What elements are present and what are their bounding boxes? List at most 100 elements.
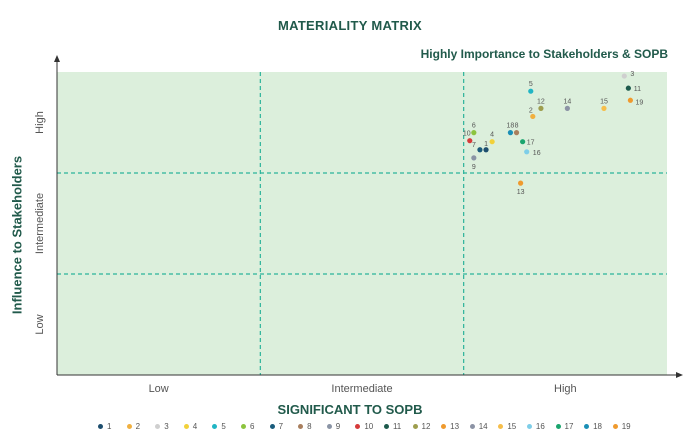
data-label-6: 6 (472, 123, 476, 130)
legend-swatch (155, 424, 161, 429)
data-label-11: 11 (634, 86, 641, 93)
legend-swatch (298, 424, 304, 429)
legend-item-14: 14 (469, 422, 499, 431)
legend-item-16: 16 (526, 422, 556, 431)
legend-label: 10 (364, 422, 374, 431)
legend-swatch (240, 424, 246, 429)
legend-item-9: 9 (326, 422, 356, 431)
legend-swatch (326, 424, 332, 429)
data-point-5 (528, 88, 534, 94)
data-point-14 (564, 105, 570, 111)
data-point-16 (524, 149, 530, 155)
legend-swatch (212, 424, 218, 429)
plot-area (57, 72, 667, 375)
legend-label: 17 (564, 422, 574, 431)
data-label-4: 4 (490, 132, 494, 139)
legend-label: 1 (107, 422, 112, 431)
data-label-1: 1 (484, 141, 488, 148)
x-axis-arrow (676, 372, 683, 378)
legend-label: 19 (621, 422, 631, 431)
data-label-13: 13 (517, 189, 525, 196)
x-axis-label: SIGNIFICANT TO SOPB (277, 402, 423, 417)
legend-item-19: 19 (612, 422, 642, 431)
data-point-18 (507, 130, 514, 136)
legend-label: 3 (164, 422, 169, 431)
data-label-18: 18 (507, 123, 515, 130)
legend-item-7: 7 (269, 422, 299, 431)
legend-item-10: 10 (355, 422, 384, 431)
data-label-10: 10 (463, 131, 471, 138)
data-label-7: 7 (472, 142, 476, 149)
legend-swatch (555, 424, 561, 429)
legend-swatch (383, 424, 389, 429)
data-point-10 (467, 138, 473, 144)
data-point-4 (489, 139, 495, 145)
data-point-2 (530, 113, 536, 120)
data-label-19: 19 (636, 99, 644, 106)
legend-label: 7 (278, 422, 284, 431)
data-point-17 (520, 139, 526, 145)
legend-label: 13 (450, 422, 460, 431)
legend-item-11: 11 (383, 422, 413, 431)
legend-label: 16 (535, 422, 545, 431)
data-point-6 (471, 130, 477, 136)
y-tick-label: Intermediate (34, 193, 46, 254)
data-label-16: 16 (533, 150, 541, 157)
data-label-14: 14 (563, 98, 571, 105)
legend-label: 14 (478, 422, 488, 431)
y-tick-label: High (34, 111, 46, 134)
legend-item-5: 5 (212, 422, 241, 431)
data-point-8 (513, 130, 520, 136)
legend-swatch (612, 424, 618, 429)
legend-item-2: 2 (126, 422, 156, 431)
legend-label: 4 (192, 422, 198, 431)
legend-item-13: 13 (441, 422, 470, 431)
legend-swatch (469, 424, 475, 429)
legend-swatch (126, 424, 132, 429)
legend-item-8: 8 (298, 422, 327, 431)
data-point-15 (601, 105, 607, 111)
legend-swatch (98, 424, 103, 429)
legend-item-15: 15 (498, 422, 527, 431)
legend-swatch (584, 424, 590, 429)
legend-swatch (441, 424, 447, 429)
data-point-7 (477, 147, 483, 153)
legend-label: 18 (593, 422, 602, 431)
data-label-2: 2 (529, 107, 533, 114)
legend-label: 12 (421, 422, 431, 431)
y-axis-arrow (54, 55, 60, 62)
data-point-9 (471, 155, 477, 161)
data-point-12 (538, 105, 544, 111)
legend-label: 5 (221, 422, 226, 431)
data-point-1 (483, 147, 489, 153)
legend-swatch (498, 424, 504, 429)
legend-swatch (183, 424, 189, 429)
data-label-9: 9 (472, 164, 476, 171)
data-label-15: 15 (600, 98, 608, 105)
legend-label: 9 (335, 422, 341, 431)
legend-label: 2 (135, 422, 141, 431)
legend-item-1: 1 (98, 422, 127, 431)
legend-swatch (412, 424, 418, 429)
legend-item-4: 4 (183, 422, 213, 431)
legend-swatch (526, 424, 532, 429)
chart-legend: 1 2 3 4 5 6 7 8 9 10 11 12 13 14 15 16 17 18 19 (98, 422, 641, 431)
data-point-19 (627, 97, 634, 103)
data-point-13 (518, 180, 524, 186)
legend-label: 8 (307, 422, 312, 431)
chart-subtitle: Highly Importance to Stakeholders & SOPB (420, 47, 668, 61)
legend-item-6: 6 (240, 422, 270, 431)
legend-swatch (269, 424, 275, 429)
legend-label: 6 (249, 422, 255, 431)
data-point-11 (625, 85, 631, 91)
data-label-5: 5 (529, 81, 533, 88)
data-point-3 (621, 73, 627, 79)
legend-item-18: 18 (584, 422, 613, 431)
data-label-12: 12 (537, 98, 545, 105)
x-tick-label: Intermediate (331, 383, 392, 395)
legend-label: 15 (507, 422, 517, 431)
x-tick-label: High (554, 383, 577, 395)
legend-swatch (355, 424, 361, 429)
y-tick-label: Low (34, 314, 46, 334)
